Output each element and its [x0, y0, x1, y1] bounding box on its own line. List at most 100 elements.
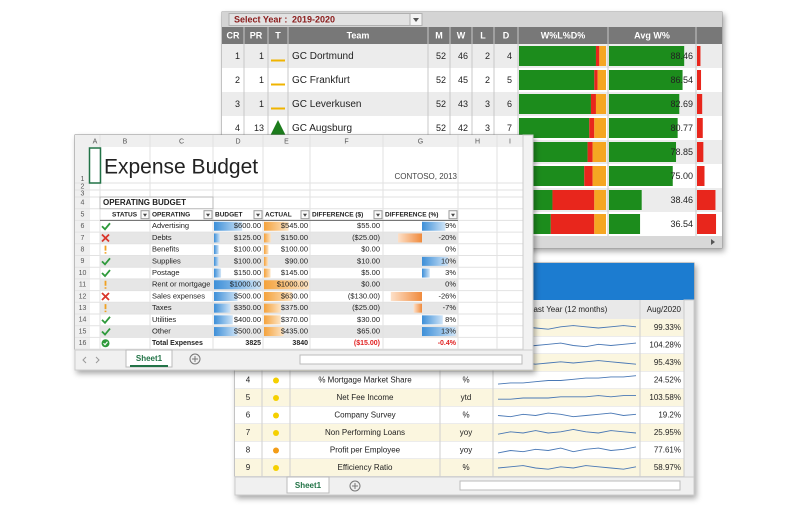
row-number: 8 [246, 446, 251, 455]
vertical-scrollbar[interactable] [683, 299, 695, 478]
actual-bar [264, 256, 269, 266]
cell-w: 45 [458, 75, 468, 85]
kpi-name: Non Performing Loans [325, 428, 405, 437]
row-number: 5 [81, 211, 85, 218]
actual-bar [264, 291, 293, 301]
actual-value: $630.00 [281, 291, 308, 300]
avg-win-value: 75.00 [670, 171, 693, 181]
difference-pct: 9% [445, 221, 456, 230]
vertical-scrollbar[interactable] [522, 134, 534, 351]
kpi-unit: % [462, 463, 469, 472]
avg-win-bar [609, 190, 642, 210]
difference-value: $30.00 [357, 315, 380, 324]
avg-win-value: 82.69 [670, 99, 693, 109]
tab-nav-arrows [82, 356, 100, 364]
difference-pct: 0% [445, 245, 456, 254]
trend-up-icon [270, 120, 286, 136]
avg-win-value: 38.46 [670, 195, 693, 205]
kpi-name: Profit per Employee [330, 446, 401, 455]
table-row [235, 424, 684, 442]
actual-value: $435.00 [281, 327, 308, 336]
budget-bar [214, 256, 219, 266]
wld-bar-d [592, 166, 606, 186]
add-sheet-button[interactable] [349, 480, 361, 492]
table-row [235, 459, 684, 477]
column-letter: D [235, 138, 240, 145]
actual-value: $100.00 [281, 245, 308, 254]
budget-value: $100.00 [234, 245, 261, 254]
column-header: D [503, 30, 510, 40]
avg-loss-bar [697, 214, 717, 234]
avg-loss-bar [697, 142, 704, 162]
row-number: 1 [81, 176, 85, 183]
column-header: OPERATING [152, 211, 190, 218]
budget-value: $150.00 [234, 268, 261, 277]
add-sheet-button[interactable] [189, 353, 201, 365]
kpi-unit: yoy [460, 428, 472, 437]
budget-value: $350.00 [234, 303, 261, 312]
wld-bar-l [594, 70, 598, 90]
difference-bar [413, 303, 422, 313]
actual-bar [264, 245, 269, 255]
add-sheet-plus [352, 483, 358, 489]
column-letter: F [344, 138, 348, 145]
kpi-unit: % [462, 376, 469, 385]
sheet-tab[interactable] [286, 476, 330, 494]
status-dot [273, 447, 279, 454]
budget-value: $600.00 [234, 221, 261, 230]
kpi-value: 103.58% [649, 393, 681, 402]
expense-window: A B C D E F G H I12345678910111213141516Expense … [74, 134, 534, 371]
difference-value: $0.00 [361, 245, 380, 254]
kpi-value: 104.28% [649, 341, 681, 350]
row-header-bar [75, 147, 90, 350]
wld-bar-d [592, 142, 606, 162]
filter-arrow [256, 213, 260, 217]
column-letter: B [123, 138, 128, 145]
item-name: Postage [152, 268, 180, 277]
budget-bar [214, 303, 231, 313]
cell-l: 3 [485, 123, 490, 133]
difference-pct: 8% [445, 315, 456, 324]
column-letter: G [418, 138, 423, 145]
item-name: Benefits [152, 245, 179, 254]
scroll-arrow [711, 239, 715, 245]
wld-bar-d [595, 94, 606, 114]
cell-m: 52 [436, 75, 446, 85]
budget-value: $500.00 [234, 291, 261, 300]
difference-value: $0.00 [361, 280, 380, 289]
total-actual: 3840 [292, 340, 308, 347]
actual-bar [264, 233, 271, 243]
difference-bar [422, 256, 448, 266]
budget-value: $500.00 [234, 327, 261, 336]
cell-w: 42 [458, 123, 468, 133]
budget-bar [214, 280, 261, 290]
kpi-value: 77.61% [654, 446, 681, 455]
difference-pct: -26% [438, 291, 456, 300]
column-header: L [480, 30, 486, 40]
filter-arrow [143, 213, 147, 217]
horizontal-scrollbar[interactable] [299, 354, 523, 365]
wld-bar-w [519, 118, 590, 138]
actual-value: $545.00 [281, 221, 308, 230]
filter-arrow [376, 213, 380, 217]
section-box [99, 196, 214, 210]
cell-team: GC Frankfurt [292, 75, 350, 86]
column-header: Aug/2020 [647, 305, 682, 314]
item-name: Sales expenses [152, 291, 205, 300]
row-number: 15 [79, 328, 87, 335]
cell-l: 2 [485, 51, 490, 61]
company-label: CONTOSO, 2013 [394, 172, 457, 181]
horizontal-scrollbar[interactable] [459, 480, 681, 491]
column-letter: C [179, 138, 184, 145]
avg-win-value: 86.54 [670, 75, 693, 85]
cell-cr: 4 [235, 123, 240, 133]
row-number: 5 [246, 393, 251, 402]
column-header: ACTUAL [265, 211, 292, 218]
active-cell [88, 147, 102, 184]
item-name: Other [152, 327, 171, 336]
actual-value: $370.00 [281, 315, 308, 324]
kpi-name: Efficiency Ratio [338, 463, 394, 472]
cell-cr: 2 [235, 75, 240, 85]
actual-bar [264, 303, 281, 313]
sparkline [497, 375, 637, 385]
